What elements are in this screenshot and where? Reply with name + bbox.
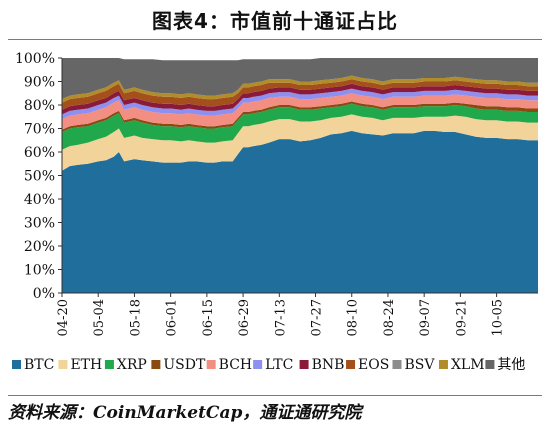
legend-swatch-XRP	[104, 360, 114, 369]
x-tick-label: 06-29	[237, 299, 252, 336]
x-tick-label: 09-21	[454, 299, 469, 336]
y-tick-label: 50%	[24, 169, 55, 185]
legend-swatch-其他	[485, 360, 495, 369]
x-tick-label: 07-27	[310, 299, 325, 336]
axes-group	[58, 57, 538, 297]
legend-label-BNB: BNB	[312, 357, 345, 373]
area-XRP	[62, 103, 538, 150]
legend-swatch-USDT	[151, 360, 161, 369]
y-tick-label: 80%	[24, 98, 55, 114]
y-tick-label: 10%	[24, 263, 55, 279]
legend-swatch-XLM	[438, 360, 448, 369]
y-tick-label: 30%	[24, 216, 55, 232]
legend-label-ETH: ETH	[70, 357, 102, 373]
x-tick-label: 06-15	[201, 299, 216, 336]
source-rule	[8, 395, 542, 396]
area-BCH	[62, 93, 538, 130]
legend-label-LTC: LTC	[265, 357, 293, 373]
area-USDT	[62, 101, 538, 132]
source-note: 资料来源：CoinMarketCap，通证通研究院	[8, 403, 362, 423]
x-tick-label: 06-01	[165, 299, 180, 336]
y-tick-label: 90%	[24, 75, 55, 91]
x-tick-label: 05-18	[128, 299, 143, 336]
x-tick-label: 08-10	[346, 299, 361, 336]
x-tick-label: 07-13	[273, 299, 288, 336]
area-EOS	[62, 79, 538, 110]
legend-swatch-LTC	[253, 360, 263, 369]
legend-swatch-BCH	[206, 360, 216, 369]
legend-label-XLM: XLM	[451, 357, 485, 373]
area-BTC	[62, 130, 538, 293]
legend-label-BSV: BSV	[405, 357, 436, 373]
area-LTC	[62, 88, 538, 120]
legend-label-BCH: BCH	[219, 357, 252, 373]
y-tick-label: 20%	[24, 239, 55, 255]
legend-swatch-BTC	[12, 360, 21, 369]
area-series-group	[62, 58, 538, 293]
legend: BTC ETH XRP USDT BCH LTC BNB EOS BSV XLM 其他	[12, 357, 525, 373]
legend-label-XRP: XRP	[117, 357, 147, 373]
x-tick-label: 08-24	[382, 299, 397, 336]
y-tick-label: 60%	[24, 145, 55, 161]
title-rule	[8, 39, 542, 40]
legend-swatch-EOS	[346, 360, 356, 369]
x-tick-label: 09-07	[418, 299, 433, 336]
legend-swatch-ETH	[58, 360, 68, 369]
y-tick-labels: 0% 10% 20% 30% 40% 50% 60% 70% 80% 90% 100%	[15, 51, 55, 302]
legend-swatch-BNB	[299, 360, 309, 369]
x-tick-label: 10-05	[491, 299, 506, 336]
legend-label-EOS: EOS	[358, 357, 389, 373]
legend-label-其他: 其他	[497, 357, 525, 373]
y-tick-label: 100%	[15, 51, 55, 67]
y-tick-label: 40%	[24, 192, 55, 208]
area-BNB	[62, 83, 538, 115]
x-tick-label: 04-20	[56, 299, 71, 336]
y-tick-label: 0%	[33, 286, 55, 302]
y-tick-label: 70%	[24, 122, 55, 138]
area-XLM	[62, 75, 538, 103]
legend-swatch-BSV	[392, 360, 402, 369]
legend-label-BTC: BTC	[24, 357, 54, 373]
x-tick-label: 05-04	[92, 299, 107, 336]
stacked-area-chart: 0%10%20%30%40%50%60%70%80%90%100% 04-20 0…	[12, 51, 538, 373]
figure-title: 图表4：市值前十通证占比	[152, 8, 398, 33]
x-tick-labels: 04-20 05-04 05-18 06-01 06-15 06-29 07-13 07-27…	[56, 299, 506, 336]
legend-label-USDT: USDT	[163, 357, 206, 373]
area-其他	[62, 58, 538, 100]
area-ETH	[62, 114, 538, 171]
